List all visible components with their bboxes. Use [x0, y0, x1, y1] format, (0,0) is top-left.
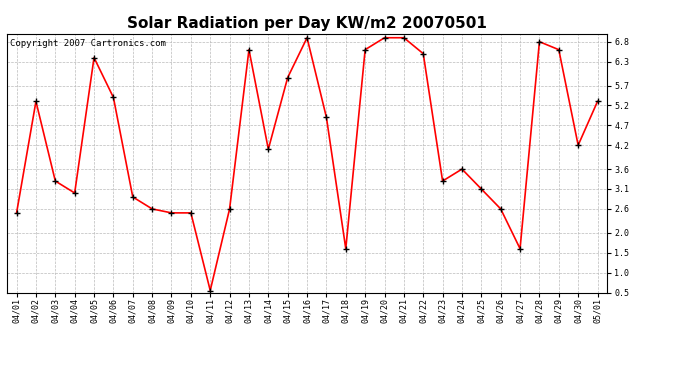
Title: Solar Radiation per Day KW/m2 20070501: Solar Radiation per Day KW/m2 20070501: [127, 16, 487, 31]
Text: Copyright 2007 Cartronics.com: Copyright 2007 Cartronics.com: [10, 39, 166, 48]
